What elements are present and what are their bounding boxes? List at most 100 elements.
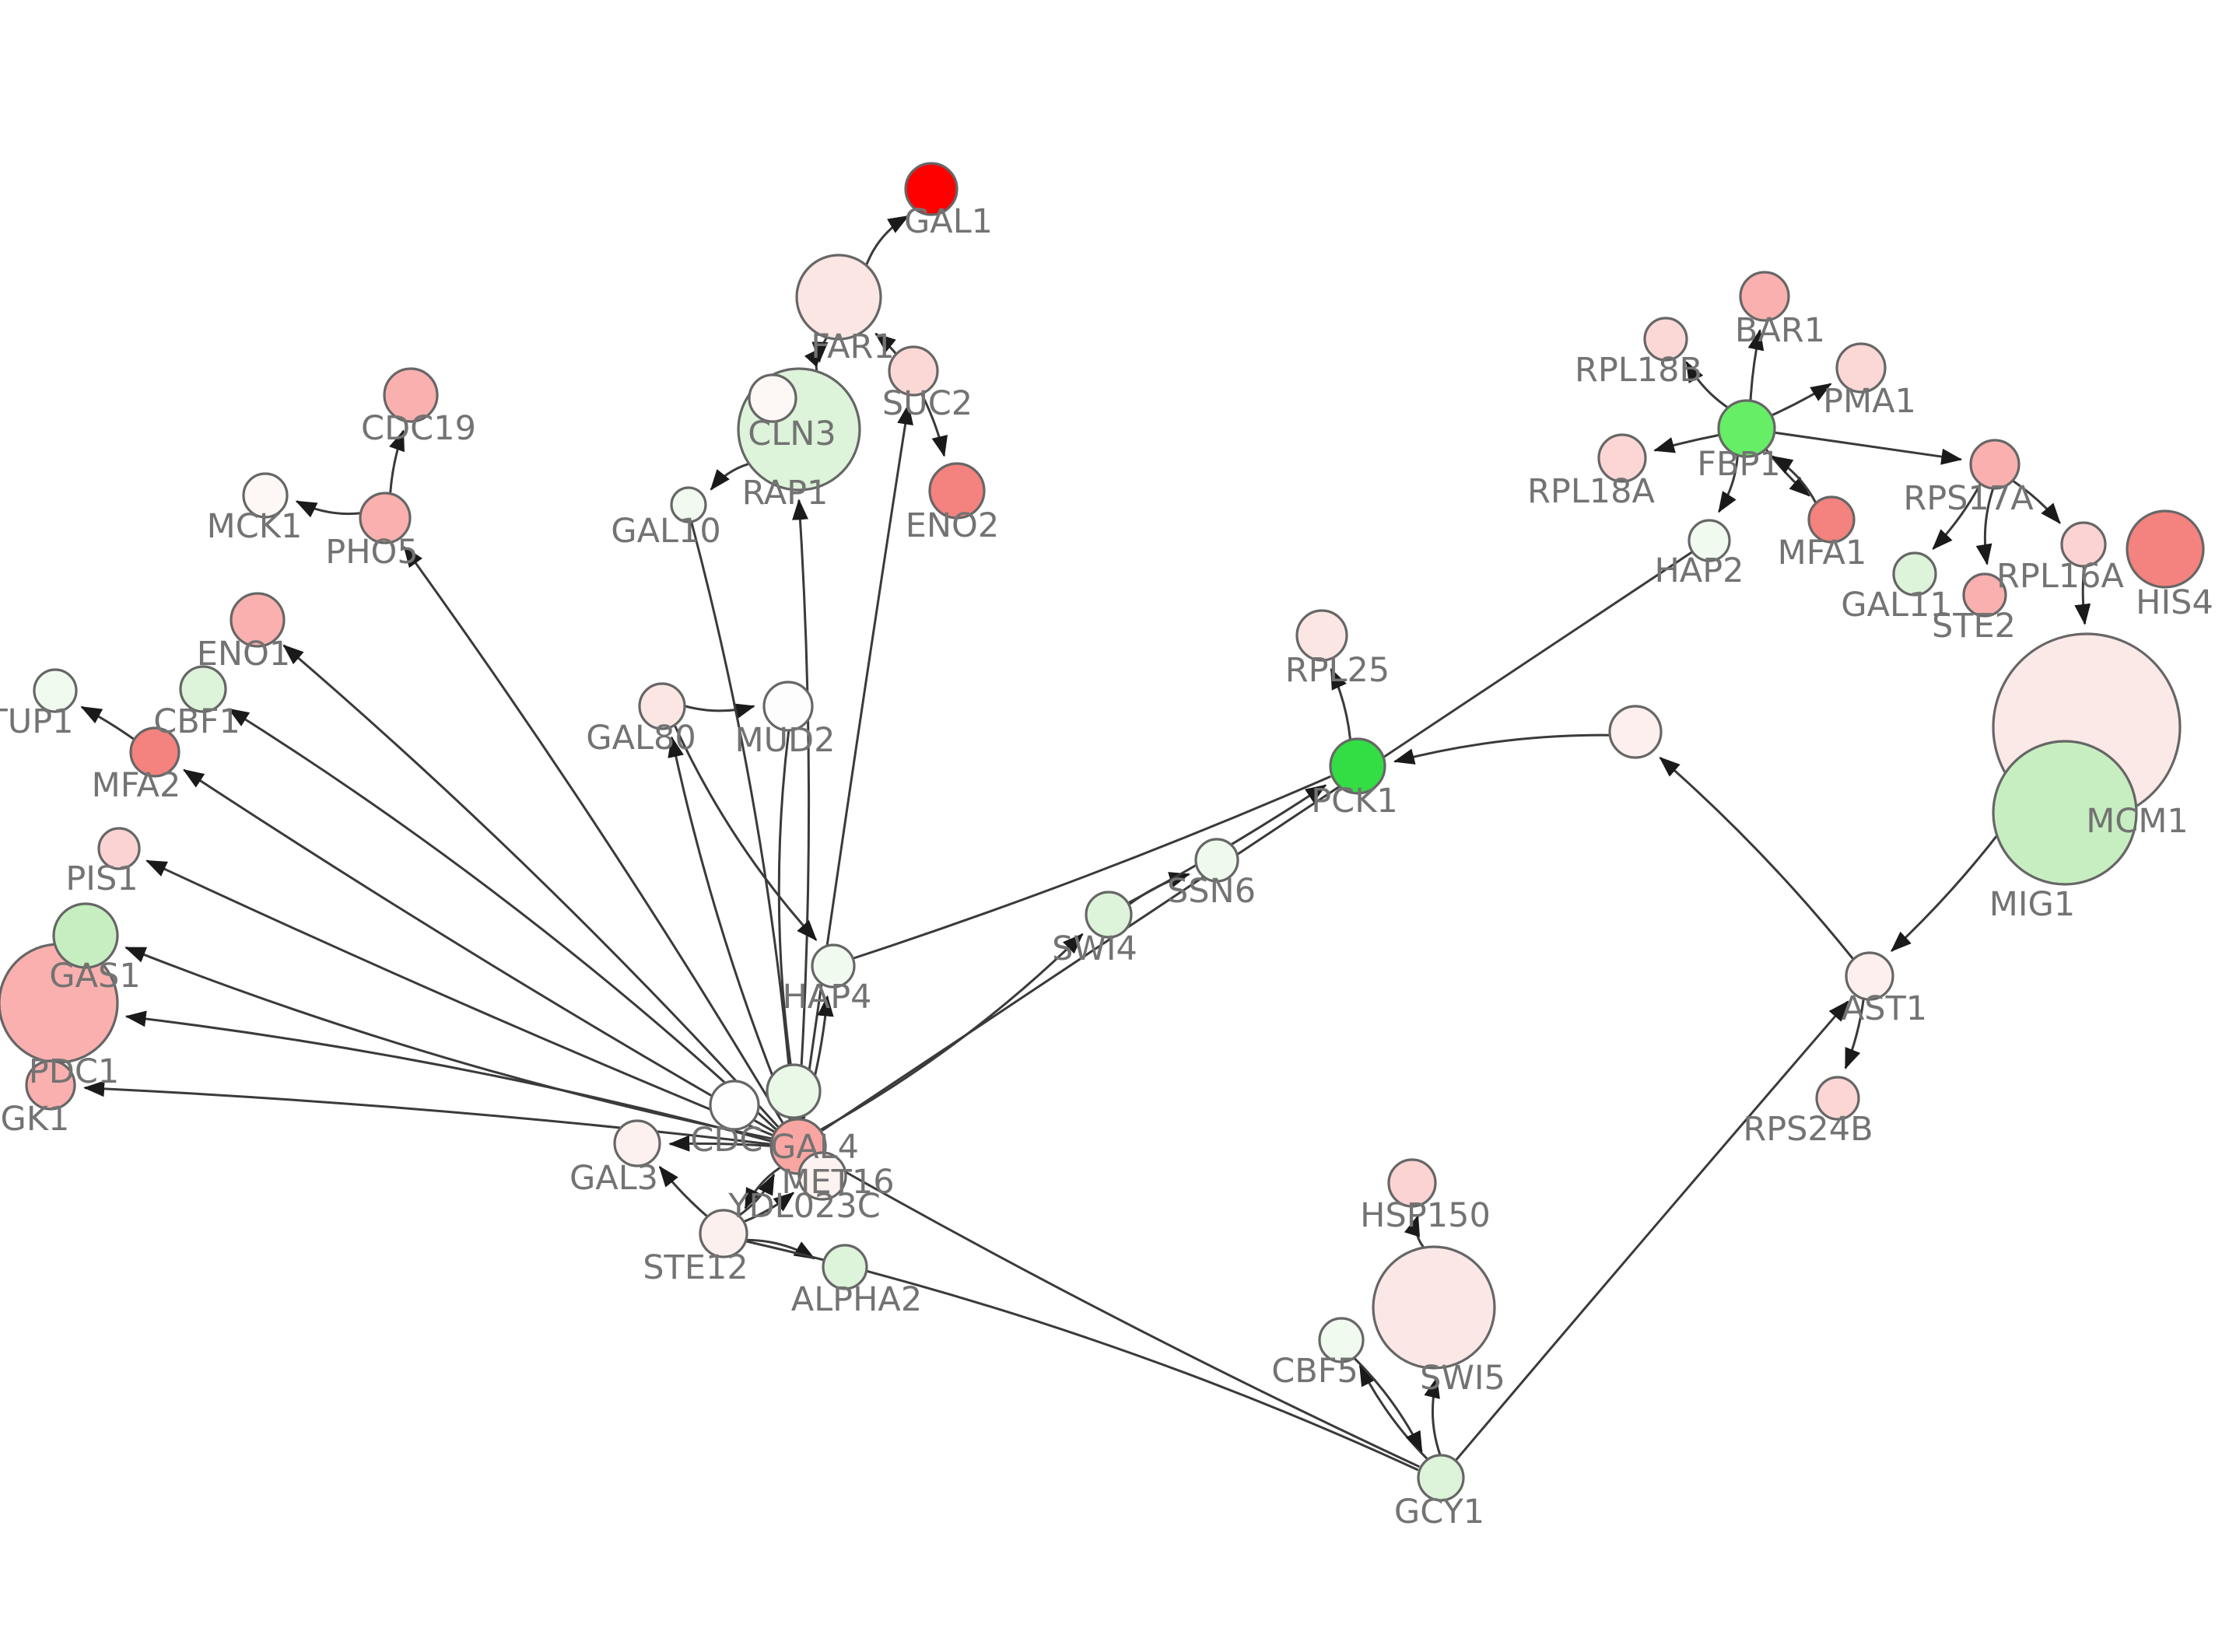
node-label-mud2: MUD2 — [734, 721, 835, 760]
node-gal10[interactable] — [670, 486, 707, 523]
node-gal3[interactable] — [613, 1119, 661, 1167]
node-label-gal11: GAL11 — [1841, 586, 1950, 625]
node-label-cdc19: CDC19 — [361, 409, 476, 448]
node-bar1[interactable] — [1739, 271, 1790, 322]
node-swi4[interactable] — [1085, 891, 1133, 939]
edge-rpl16a-to-mcm1 — [2074, 566, 2091, 625]
edge-fbp1-to-pma1 — [1772, 383, 1832, 417]
node-label-pho5: PHO5 — [325, 533, 418, 572]
node-label-ssn6: SSN6 — [1167, 872, 1256, 911]
node-label-pck1: PCK1 — [1311, 782, 1398, 821]
edge-ast1-to-rps24b — [1844, 999, 1865, 1069]
node-ste12[interactable] — [699, 1209, 748, 1258]
node-gal1[interactable] — [904, 162, 959, 216]
edge-mfa1-to-fbp1 — [1771, 455, 1817, 503]
node-label-swi5: SWI5 — [1420, 1359, 1505, 1398]
node-rpl18a[interactable] — [1597, 433, 1647, 483]
node-cbf1[interactable] — [179, 665, 227, 713]
node-pgk1[interactable] — [25, 1059, 76, 1111]
node-gal80[interactable] — [638, 682, 686, 730]
node-gcy1[interactable] — [1417, 1454, 1465, 1502]
node-tup1[interactable] — [33, 668, 78, 713]
node-label-rps17a: RPS17A — [1903, 479, 2034, 518]
node-hap2[interactable] — [1688, 519, 1731, 562]
node-swi5[interactable] — [1372, 1245, 1496, 1370]
edge-gal4-to-swi4 — [820, 933, 1084, 1131]
node-his4[interactable] — [2126, 509, 2205, 589]
edge-rps17a-to-ste2 — [1975, 488, 1994, 565]
node-label-gal3: GAL3 — [570, 1159, 658, 1198]
node-rpl16a[interactable] — [2060, 521, 2107, 568]
node-mig1[interactable] — [1992, 740, 2138, 886]
edge-gal4-to-pho5 — [403, 546, 784, 1124]
node-gal11[interactable] — [1892, 551, 1937, 597]
node-mud2[interactable] — [762, 681, 814, 732]
node-suc2[interactable] — [888, 345, 939, 397]
node-rpl18b[interactable] — [1643, 317, 1688, 362]
node-cdc19[interactable] — [383, 367, 439, 423]
node-fbp1[interactable] — [1717, 399, 1776, 458]
node-label-mfa1: MFA1 — [1778, 534, 1867, 572]
edge-gcy1-to-ast1 — [1455, 1000, 1849, 1461]
edge-fbp1-to-rpl18a — [1653, 434, 1719, 453]
node-label-fbp1: FBP1 — [1697, 445, 1781, 484]
node-label-tup1: TUP1 — [0, 702, 74, 741]
node-ydl023c[interactable] — [797, 1151, 847, 1201]
node-pis1[interactable] — [97, 827, 141, 870]
node-label-gas1: GAS1 — [49, 957, 140, 996]
node-label-mck1: MCK1 — [207, 507, 303, 546]
node-ast1[interactable] — [1845, 951, 1894, 1001]
node-eno1[interactable] — [230, 592, 286, 648]
node-label-suc2: SUC2 — [882, 384, 973, 423]
node-pho5[interactable] — [359, 492, 412, 544]
edge-far1-to-cln3 — [811, 337, 829, 363]
edge-gcy1-to-cbf5 — [1358, 1364, 1428, 1460]
node-label-his4: HIS4 — [2136, 583, 2213, 622]
node-ste2[interactable] — [1962, 572, 2007, 618]
node-label-cbf1: CBF1 — [153, 702, 240, 741]
node-label-ydl023c: YDL023C — [727, 1187, 880, 1226]
node-label-cdc: CDC — [690, 1121, 762, 1160]
edge-fbp1-to-rpl18b — [1685, 361, 1729, 408]
node-label-rpl16a: RPL16A — [1996, 557, 2124, 596]
edge-fbp1-to-rps17a — [1775, 431, 1963, 465]
edges-layer — [80, 215, 2091, 1472]
edge-ste12-to-gal3 — [658, 1165, 708, 1217]
edge-gal4-to-gcy1 — [822, 1158, 1421, 1468]
node-pck1[interactable] — [1329, 737, 1386, 795]
node-unlabeled_a[interactable] — [1608, 705, 1663, 759]
node-far1[interactable] — [795, 254, 882, 341]
node-label-alpha2: ALPHA2 — [791, 1280, 922, 1319]
node-label-pgk1: PGK1 — [0, 1100, 69, 1139]
edge-swi5-to-hsp150 — [1404, 1214, 1425, 1248]
node-alpha2[interactable] — [822, 1244, 868, 1290]
edge-rps17a-to-rpl16a — [2012, 480, 2061, 524]
node-eno2[interactable] — [928, 462, 986, 520]
node-gas1[interactable] — [52, 902, 119, 969]
node-pma1[interactable] — [1835, 342, 1887, 394]
node-cbf5[interactable] — [1318, 1317, 1365, 1363]
edge-hap2-to-gal4 — [821, 551, 1693, 1132]
edge-mfa2-to-tup1 — [80, 705, 135, 740]
edge-pck1-to-rpl25 — [1330, 667, 1351, 740]
edge-ste12-to-ydl023c — [744, 1192, 795, 1223]
node-rpl25[interactable] — [1295, 609, 1348, 662]
node-mfa2[interactable] — [129, 726, 180, 778]
edge-fbp1-to-hap2 — [1718, 455, 1739, 513]
node-hap4[interactable] — [811, 943, 856, 989]
node-ssn6[interactable] — [1194, 838, 1239, 883]
node-cdc[interactable] — [709, 1080, 760, 1131]
node-met16[interactable] — [766, 1063, 822, 1119]
node-hsp150[interactable] — [1387, 1158, 1437, 1208]
node-rps24b[interactable] — [1815, 1076, 1860, 1121]
node-mfa1[interactable] — [1807, 495, 1856, 544]
nodes-layer[interactable] — [0, 162, 2205, 1502]
edge-gal4-to-gal3 — [668, 1135, 771, 1152]
node-label-gal1: GAL1 — [904, 202, 993, 241]
node-rps17a[interactable] — [1969, 439, 2020, 490]
node-label-mfa2: MFA2 — [92, 766, 181, 805]
node-rap1[interactable] — [748, 373, 797, 423]
edge-rps17a-to-gal11 — [1932, 484, 1982, 551]
node-mck1[interactable] — [242, 472, 289, 519]
